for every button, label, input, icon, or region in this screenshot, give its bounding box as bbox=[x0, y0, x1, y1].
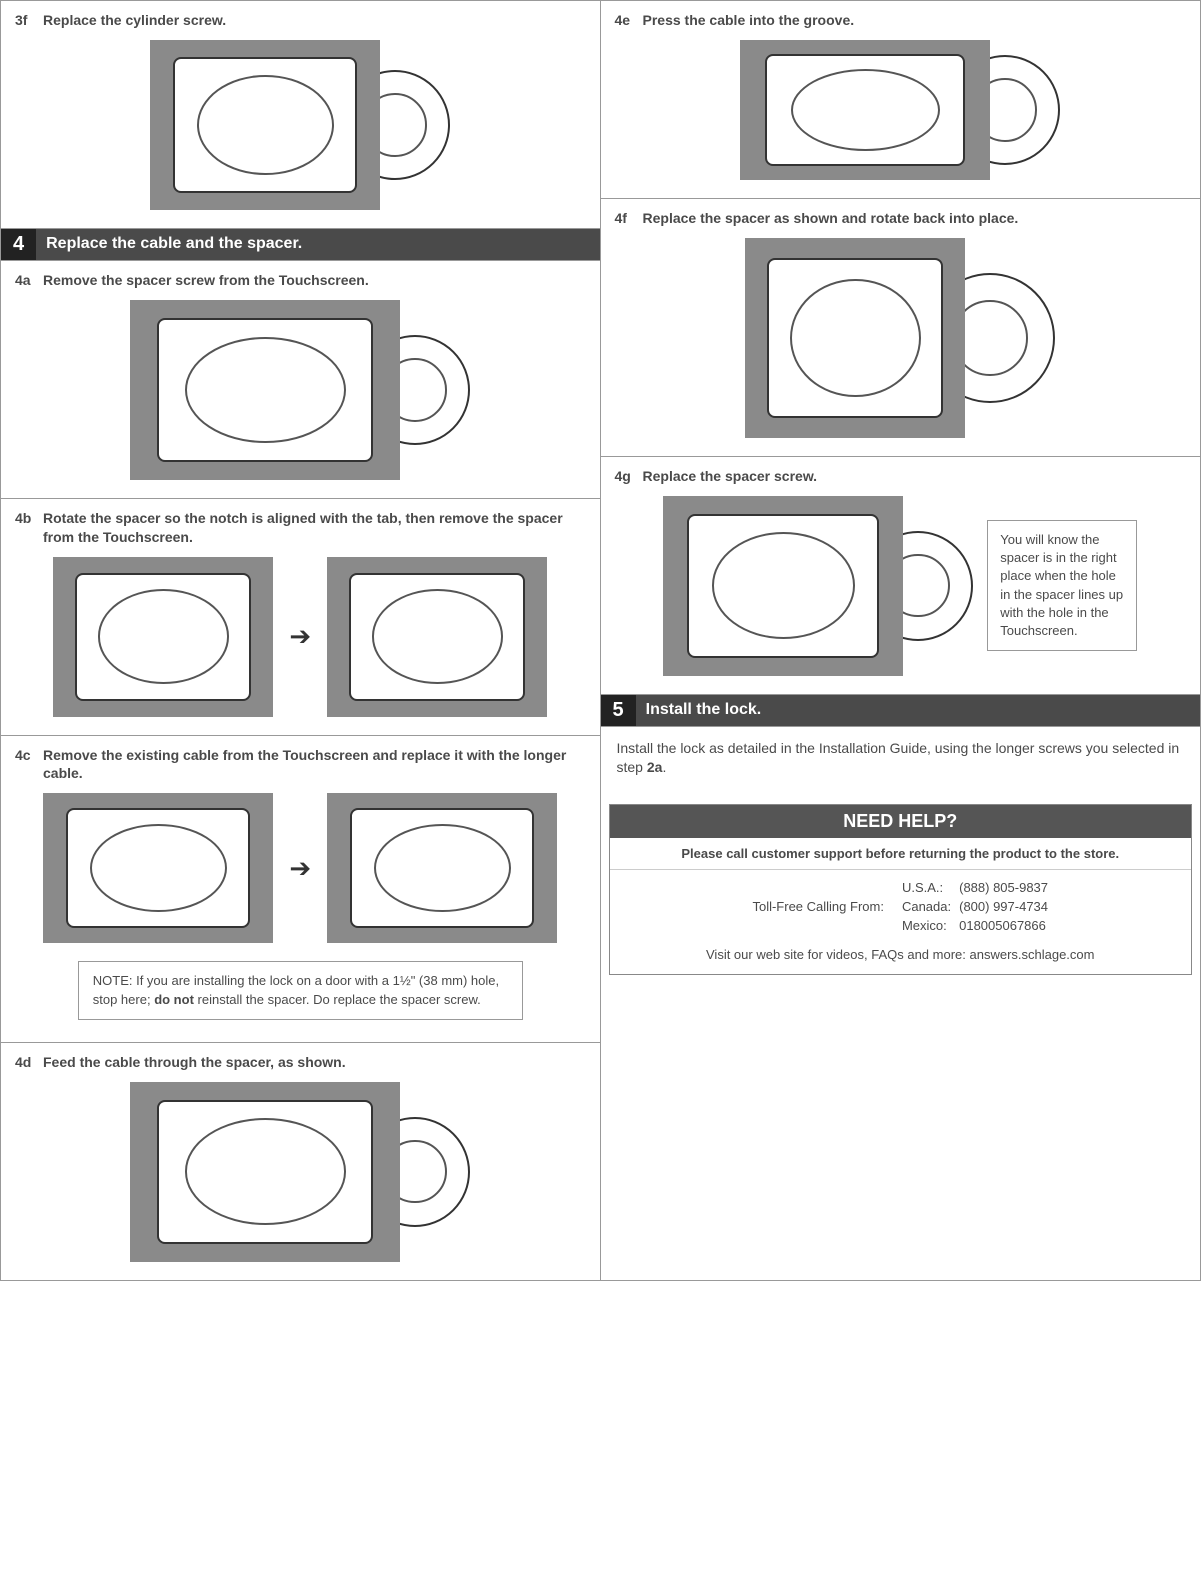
help-title: NEED HELP? bbox=[610, 805, 1192, 838]
step-4g: 4g Replace the spacer screw. You will kn… bbox=[601, 457, 1201, 695]
help-region: U.S.A.: bbox=[902, 880, 951, 895]
step-title: Feed the cable through the spacer, as sh… bbox=[43, 1053, 586, 1072]
step-id: 4b bbox=[15, 509, 43, 528]
help-block: NEED HELP? Please call customer support … bbox=[609, 804, 1193, 975]
help-number: (888) 805-9837 bbox=[959, 880, 1048, 895]
diagram-4d bbox=[130, 1082, 400, 1262]
arrow-icon: ➔ bbox=[283, 853, 317, 884]
step-4a: 4a Remove the spacer screw from the Touc… bbox=[1, 261, 600, 499]
help-region: Canada: bbox=[902, 899, 951, 914]
step-id: 4e bbox=[615, 11, 643, 30]
left-column: 3f Replace the cylinder screw. 4 Replace… bbox=[1, 1, 601, 1280]
section-4-bar: 4 Replace the cable and the spacer. bbox=[1, 229, 600, 261]
step-4d: 4d Feed the cable through the spacer, as… bbox=[1, 1043, 600, 1280]
step-id: 4a bbox=[15, 271, 43, 290]
install-text: Install the lock as detailed in the Inst… bbox=[601, 727, 1201, 790]
help-number: 018005067866 bbox=[959, 918, 1048, 933]
step-title: Remove the existing cable from the Touch… bbox=[43, 746, 586, 784]
note-text: reinstall the spacer. Do replace the spa… bbox=[194, 992, 481, 1007]
section-5-bar: 5 Install the lock. bbox=[601, 695, 1201, 727]
note-bold: do not bbox=[154, 992, 194, 1007]
step-title: Remove the spacer screw from the Touchsc… bbox=[43, 271, 586, 290]
diagram-3f bbox=[150, 40, 380, 210]
right-column: 4e Press the cable into the groove. 4f R… bbox=[601, 1, 1201, 1280]
help-foot: Visit our web site for videos, FAQs and … bbox=[610, 939, 1192, 974]
section-num: 4 bbox=[1, 229, 36, 260]
install-bold: 2a bbox=[647, 759, 663, 775]
step-3f: 3f Replace the cylinder screw. bbox=[1, 1, 600, 229]
section-num: 5 bbox=[601, 695, 636, 726]
diagram-4f bbox=[745, 238, 965, 438]
step-title: Press the cable into the groove. bbox=[643, 11, 1187, 30]
section-title: Replace the cable and the spacer. bbox=[36, 231, 312, 257]
step-4c: 4c Remove the existing cable from the To… bbox=[1, 736, 600, 1043]
step-4b: 4b Rotate the spacer so the notch is ali… bbox=[1, 499, 600, 736]
diagram-4c-1 bbox=[43, 793, 273, 943]
diagram-4a bbox=[130, 300, 400, 480]
diagram-4c-2 bbox=[327, 793, 557, 943]
step-id: 3f bbox=[15, 11, 43, 30]
diagram-4g bbox=[663, 496, 903, 676]
install-suffix: . bbox=[662, 759, 666, 775]
install-prefix: Install the lock as detailed in the Inst… bbox=[617, 740, 1180, 776]
help-region: Mexico: bbox=[902, 918, 951, 933]
step-id: 4f bbox=[615, 209, 643, 228]
diagram-4b-2 bbox=[327, 557, 547, 717]
diagram-4e bbox=[740, 40, 990, 180]
help-label: Toll-Free Calling From: bbox=[752, 899, 883, 914]
help-numbers: U.S.A.: (888) 805-9837 Canada: (800) 997… bbox=[902, 880, 1048, 933]
step-4f: 4f Replace the spacer as shown and rotat… bbox=[601, 199, 1201, 457]
page: 3f Replace the cylinder screw. 4 Replace… bbox=[0, 0, 1201, 1281]
step-id: 4d bbox=[15, 1053, 43, 1072]
arrow-icon: ➔ bbox=[283, 621, 317, 652]
step-id: 4g bbox=[615, 467, 643, 486]
section-title: Install the lock. bbox=[636, 697, 772, 723]
step-id: 4c bbox=[15, 746, 43, 765]
step-title: Replace the spacer screw. bbox=[643, 467, 1187, 486]
help-number: (800) 997-4734 bbox=[959, 899, 1048, 914]
step-title: Replace the cylinder screw. bbox=[43, 11, 586, 30]
step-title: Replace the spacer as shown and rotate b… bbox=[643, 209, 1187, 228]
step-4e: 4e Press the cable into the groove. bbox=[601, 1, 1201, 199]
step-title: Rotate the spacer so the notch is aligne… bbox=[43, 509, 586, 547]
help-sub: Please call customer support before retu… bbox=[610, 838, 1192, 870]
diagram-4b-1 bbox=[53, 557, 273, 717]
tip-4g: You will know the spacer is in the right… bbox=[987, 520, 1137, 651]
note-4c: NOTE: If you are installing the lock on … bbox=[78, 961, 523, 1019]
